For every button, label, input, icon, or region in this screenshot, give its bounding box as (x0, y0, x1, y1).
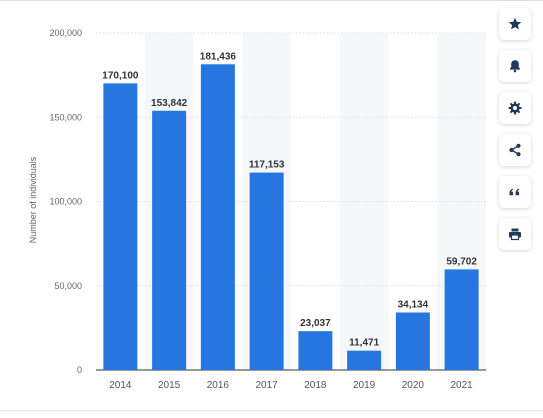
share-icon (509, 143, 521, 157)
data-label: 153,842 (151, 98, 188, 109)
y-axis-ticks: 0 50,000 100,000 150,000 200,000 (49, 28, 82, 375)
column-band (339, 33, 389, 370)
cite-button[interactable] (499, 176, 531, 208)
x-tick-label: 2020 (402, 380, 425, 391)
data-labels: 170,100 153,842 181,436 117,153 23,037 11,471… (102, 51, 477, 348)
data-label: 181,436 (200, 51, 237, 62)
notification-button[interactable] (499, 50, 531, 82)
data-label: 59,702 (446, 256, 477, 267)
y-axis-title: Number of individuals (28, 156, 38, 243)
x-tick-label: 2015 (158, 380, 181, 391)
x-tick-label: 2021 (451, 380, 474, 391)
x-tick-label: 2016 (207, 380, 230, 391)
bar (444, 269, 479, 370)
bar (152, 110, 187, 370)
share-button[interactable] (499, 134, 531, 166)
x-tick-label: 2014 (109, 380, 132, 391)
settings-button[interactable] (499, 92, 531, 124)
bar (298, 331, 333, 370)
gear-icon (508, 101, 522, 115)
star-icon (508, 17, 522, 30)
y-tick-label: 0 (77, 365, 82, 375)
bar (103, 83, 138, 370)
top-divider (0, 0, 543, 1)
x-tick-label: 2018 (304, 380, 327, 391)
y-tick-label: 150,000 (49, 112, 82, 122)
y-tick-label: 50,000 (54, 281, 82, 291)
print-button[interactable] (499, 218, 531, 250)
y-tick-label: 200,000 (49, 28, 82, 38)
data-label: 11,471 (349, 338, 379, 349)
x-axis-ticks: 2014 2015 2016 2017 2018 2019 2020 2021 (109, 380, 473, 391)
bar-chart: 170,100 153,842 181,436 117,153 23,037 11,471… (28, 28, 486, 391)
bar (200, 64, 235, 371)
data-label: 23,037 (300, 318, 331, 329)
bar (249, 172, 284, 370)
bar (395, 312, 430, 370)
bars (103, 64, 479, 371)
printer-icon (509, 228, 521, 241)
bottom-divider (0, 410, 543, 411)
x-tick-label: 2017 (256, 380, 279, 391)
quote-icon (509, 188, 520, 196)
data-label: 170,100 (102, 70, 139, 81)
bell-icon (510, 60, 520, 73)
y-tick-label: 100,000 (49, 197, 82, 207)
data-label: 117,153 (249, 160, 285, 171)
favorite-button[interactable] (499, 8, 531, 40)
x-tick-label: 2019 (353, 380, 376, 391)
bar (347, 350, 382, 370)
data-label: 34,134 (398, 299, 429, 310)
